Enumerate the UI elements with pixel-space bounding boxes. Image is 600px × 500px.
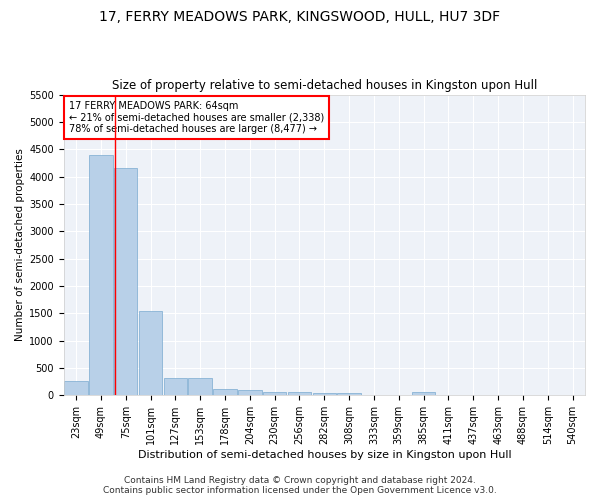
- Bar: [139, 310, 163, 396]
- Bar: [263, 392, 286, 396]
- Bar: [64, 380, 88, 396]
- Text: 17, FERRY MEADOWS PARK, KINGSWOOD, HULL, HU7 3DF: 17, FERRY MEADOWS PARK, KINGSWOOD, HULL,…: [100, 10, 500, 24]
- Bar: [412, 392, 436, 396]
- Bar: [114, 168, 137, 396]
- Bar: [313, 392, 336, 396]
- Title: Size of property relative to semi-detached houses in Kingston upon Hull: Size of property relative to semi-detach…: [112, 79, 537, 92]
- Bar: [238, 390, 262, 396]
- Text: Contains HM Land Registry data © Crown copyright and database right 2024.
Contai: Contains HM Land Registry data © Crown c…: [103, 476, 497, 495]
- Bar: [337, 393, 361, 396]
- Bar: [188, 378, 212, 396]
- Bar: [89, 154, 113, 396]
- Bar: [288, 392, 311, 396]
- Text: 17 FERRY MEADOWS PARK: 64sqm
← 21% of semi-detached houses are smaller (2,338)
7: 17 FERRY MEADOWS PARK: 64sqm ← 21% of se…: [69, 100, 324, 134]
- Bar: [164, 378, 187, 396]
- Y-axis label: Number of semi-detached properties: Number of semi-detached properties: [15, 148, 25, 342]
- X-axis label: Distribution of semi-detached houses by size in Kingston upon Hull: Distribution of semi-detached houses by …: [137, 450, 511, 460]
- Bar: [213, 390, 237, 396]
